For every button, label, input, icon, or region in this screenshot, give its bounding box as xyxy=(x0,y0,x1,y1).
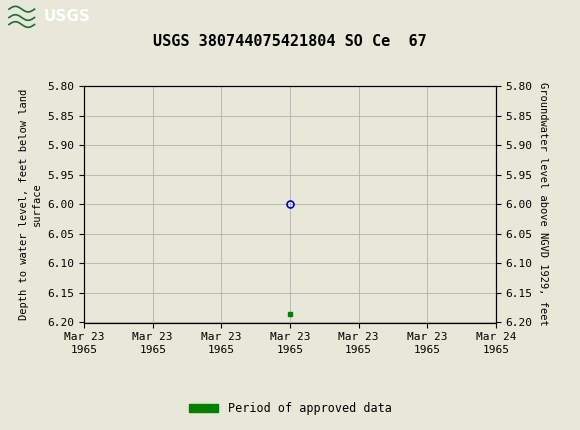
Text: USGS 380744075421804 SO Ce  67: USGS 380744075421804 SO Ce 67 xyxy=(153,34,427,49)
Legend: Period of approved data: Period of approved data xyxy=(184,397,396,420)
Text: USGS: USGS xyxy=(44,9,90,24)
Y-axis label: Groundwater level above NGVD 1929, feet: Groundwater level above NGVD 1929, feet xyxy=(538,83,548,326)
Y-axis label: Depth to water level, feet below land
surface: Depth to water level, feet below land su… xyxy=(19,89,42,320)
